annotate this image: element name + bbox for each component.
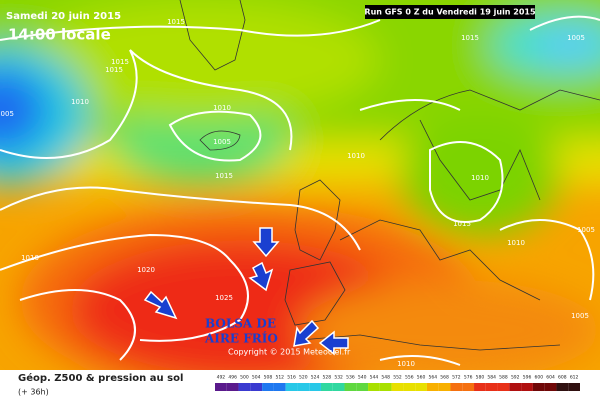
annotation: AIRE FRÍO [204,331,278,346]
legend-label: 540 [358,375,367,381]
legend-label: 536 [346,375,355,381]
isobar-label: 1015 [105,66,123,74]
legend-swatch [226,383,239,391]
legend-swatch [568,383,580,391]
legend-label: 500 [240,375,249,381]
legend-swatch [309,383,321,391]
legend-swatch [285,383,298,391]
legend-swatch [262,383,274,391]
legend-label: 528 [323,375,332,381]
legend-swatch [438,383,451,391]
legend-label: 508 [264,375,273,381]
legend-label: 548 [381,375,390,381]
legend-swatch [532,383,545,391]
legend-label: 492 [217,375,226,381]
legend-label: 596 [523,375,532,381]
legend-label: 556 [405,375,414,381]
legend-label: 600 [534,375,543,381]
isobar-label: 1010 [347,152,365,160]
legend-label: 520 [299,375,308,381]
isobar-label: 1005 [577,226,595,234]
legend-swatch [509,383,522,391]
legend-swatch [379,383,392,391]
legend-swatch [450,383,463,391]
legend-swatch [474,383,486,391]
legend-label: 496 [228,375,237,381]
footer-title: Géop. Z500 & pression au sol [18,372,183,384]
legend-label: 604 [546,375,555,381]
legend-label: 580 [476,375,485,381]
footer-lead: (+ 36h) [18,388,49,397]
legend-swatch [403,383,416,391]
legend-swatch [250,383,263,391]
isobar-label: 1015 [453,220,471,228]
isobar-label: 1025 [215,294,233,302]
legend-label: 612 [570,375,579,381]
legend-swatch [462,383,475,391]
isobar-label: 1010 [507,239,525,247]
legend-label: 592 [511,375,520,381]
legend-label: 564 [429,375,438,381]
legend-swatch [368,383,380,391]
legend-swatch [426,383,439,391]
legend-swatch [556,383,569,391]
legend-label: 560 [417,375,426,381]
isobar-label: 1010 [397,360,415,368]
isobar-label: 1015 [461,34,479,42]
legend-swatch [215,383,227,391]
isobar-label: 1015 [215,172,233,180]
legend-swatch [415,383,427,391]
legend-swatch [344,383,357,391]
legend-label: 504 [252,375,261,381]
legend-swatch [391,383,404,391]
legend-swatch [332,383,345,391]
legend-label: 516 [287,375,296,381]
legend-label: 568 [440,375,449,381]
legend-swatch [497,383,510,391]
isobar-label: 1005 [567,34,585,42]
isobar-label: 1005 [213,138,231,146]
isobar-label: 1015 [167,18,185,26]
legend-swatch [485,383,498,391]
isobar-label: 1010 [71,98,89,106]
time: 14:00 locale [8,26,111,44]
arrows [143,227,349,356]
isobar-label: 1010 [21,254,39,262]
isobar-label: 1010 [213,104,231,112]
date: Samedi 20 juin 2015 [6,11,121,22]
legend-label: 512 [275,375,284,381]
legend-label: 532 [334,375,343,381]
legend-swatch [238,383,251,391]
legend-swatch [297,383,310,391]
legend-swatch [521,383,533,391]
legend-label: 584 [487,375,496,381]
annotation: BOLSA DE [205,317,276,331]
legend-swatch [544,383,557,391]
copyright: Copyright © 2015 Meteociel.fr [228,348,351,357]
legend-label: 544 [370,375,379,381]
legend-label: 572 [452,375,461,381]
isobar-label: 1005 [571,312,589,320]
legend-label: 576 [464,375,473,381]
legend-label: 588 [499,375,508,381]
legend-swatch [356,383,369,391]
run-box [365,5,535,19]
legend-label: 552 [393,375,402,381]
isobar-label: 1005 [0,110,14,118]
isobar-label: 1015 [111,58,129,66]
run-info: Run GFS 0 Z du Vendredi 19 juin 2015 [364,8,536,17]
isobar-label: 1010 [471,174,489,182]
isobar-label: 1020 [137,266,155,274]
legend-swatch [273,383,286,391]
legend-label: 524 [311,375,320,381]
legend-swatch [320,383,333,391]
field [0,0,600,370]
legend-label: 608 [558,375,567,381]
